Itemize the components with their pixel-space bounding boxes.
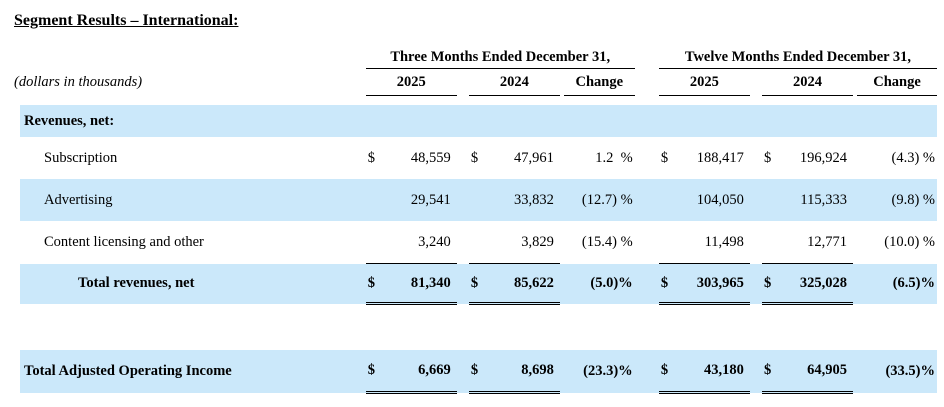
dollar-sign: $ bbox=[470, 149, 479, 166]
dollar-sign: $ bbox=[660, 362, 669, 378]
dollar-sign: $ bbox=[470, 274, 479, 291]
value-cell: 12,771 bbox=[782, 221, 854, 264]
change-cell: (23.3)% bbox=[583, 362, 633, 379]
change-header-twelve-months: Change bbox=[857, 68, 937, 96]
period-header-row: Three Months Ended December 31, Twelve M… bbox=[20, 46, 937, 69]
table-row-total-adjusted-operating-income: Total Adjusted Operating Income $ 6,669 … bbox=[20, 350, 937, 393]
value-cell: 188,417 bbox=[696, 149, 744, 166]
dollar-sign: $ bbox=[470, 362, 479, 378]
value-cell: 43,180 bbox=[704, 362, 744, 378]
period-header-three-months: Three Months Ended December 31, bbox=[365, 46, 635, 69]
section-header-label: Revenues, net: bbox=[24, 112, 115, 129]
section-header-row: Revenues, net: bbox=[20, 105, 937, 137]
dollar-sign: $ bbox=[764, 362, 772, 378]
row-label: Total Adjusted Operating Income bbox=[24, 362, 232, 379]
change-cell: (9.8) % bbox=[891, 191, 936, 208]
double-rule bbox=[365, 391, 457, 403]
dollar-sign: $ bbox=[367, 274, 375, 291]
value-cell: 3,240 bbox=[385, 221, 457, 264]
double-rule-row bbox=[20, 391, 937, 403]
value-cell: 48,559 bbox=[410, 149, 451, 166]
gap bbox=[750, 69, 762, 96]
gap bbox=[457, 69, 469, 96]
value-cell: 8,698 bbox=[521, 362, 554, 378]
period-header-twelve-months: Twelve Months Ended December 31, bbox=[658, 46, 937, 69]
value-cell: 47,961 bbox=[513, 149, 554, 166]
table-row-content-licensing: Content licensing and other 3,240 3,829 … bbox=[20, 221, 937, 264]
change-cell: (6.5)% bbox=[892, 275, 935, 291]
change-cell: (15.4) % bbox=[581, 233, 633, 250]
change-cell: (5.0)% bbox=[590, 275, 633, 291]
value-cell: 85,622 bbox=[513, 274, 554, 291]
value-cell: 196,924 bbox=[799, 149, 848, 166]
year-header-row: (dollars in thousands) 2025 2024 Change … bbox=[14, 68, 937, 96]
change-cell: (10.0) % bbox=[884, 233, 935, 250]
table-row-total-revenues: Total revenues, net $ 81,340 $ 85,622 (5… bbox=[20, 263, 937, 304]
double-rule bbox=[658, 302, 750, 314]
value-cell: 115,333 bbox=[800, 191, 848, 208]
dollars-in-thousands-note: (dollars in thousands) bbox=[14, 73, 143, 90]
table-row-subscription: Subscription $ 48,559 $ 47,961 1.2 % $ 1… bbox=[20, 137, 937, 179]
row-label: Total revenues, net bbox=[78, 275, 195, 291]
double-rule bbox=[762, 302, 854, 314]
segment-results-table: Three Months Ended December 31, Twelve M… bbox=[14, 46, 937, 403]
page-title: Segment Results – International: bbox=[14, 12, 239, 29]
change-cell: (4.3) % bbox=[891, 149, 936, 166]
table-row-advertising: Advertising 29,541 33,832 (12.7) % 104,0… bbox=[20, 179, 937, 221]
year-header-2025-twelve-months: 2025 bbox=[658, 68, 750, 96]
year-header-2024-twelve-months: 2024 bbox=[762, 68, 854, 96]
dollar-sign: $ bbox=[660, 149, 669, 166]
double-rule bbox=[468, 391, 560, 403]
value-cell: 303,965 bbox=[696, 274, 744, 291]
double-rule bbox=[762, 391, 854, 403]
section-gap bbox=[635, 69, 659, 96]
value-cell: 104,050 bbox=[696, 191, 744, 208]
double-rule bbox=[365, 302, 457, 314]
change-cell: 1.2 % bbox=[595, 149, 633, 166]
dollar-sign: $ bbox=[660, 274, 669, 291]
double-rule bbox=[658, 391, 750, 403]
value-cell: 6,669 bbox=[418, 362, 451, 378]
section-gap bbox=[635, 46, 659, 69]
row-label: Advertising bbox=[44, 191, 113, 208]
change-cell: (33.5)% bbox=[885, 362, 935, 379]
value-cell: 325,028 bbox=[799, 274, 848, 291]
empty-cell bbox=[20, 46, 366, 69]
dollar-sign: $ bbox=[764, 149, 772, 166]
value-cell: 29,541 bbox=[410, 191, 451, 208]
value-cell: 3,829 bbox=[489, 221, 560, 264]
value-cell: 64,905 bbox=[807, 362, 848, 378]
double-rule bbox=[468, 302, 560, 314]
value-cell: 81,340 bbox=[410, 274, 451, 291]
double-rule-row bbox=[20, 302, 937, 314]
dollar-sign: $ bbox=[764, 274, 772, 291]
dollar-sign: $ bbox=[367, 149, 375, 166]
row-label: Content licensing and other bbox=[44, 233, 204, 250]
value-cell: 11,498 bbox=[679, 221, 750, 264]
change-header-three-months: Change bbox=[563, 68, 635, 96]
row-label: Subscription bbox=[44, 149, 118, 166]
dollar-sign: $ bbox=[367, 362, 375, 378]
spacer-row bbox=[20, 96, 937, 106]
value-cell: 33,832 bbox=[513, 191, 554, 208]
year-header-2024-three-months: 2024 bbox=[468, 68, 560, 96]
year-header-2025-three-months: 2025 bbox=[365, 68, 457, 96]
change-cell: (12.7) % bbox=[581, 191, 633, 208]
spacer-row bbox=[20, 314, 937, 350]
